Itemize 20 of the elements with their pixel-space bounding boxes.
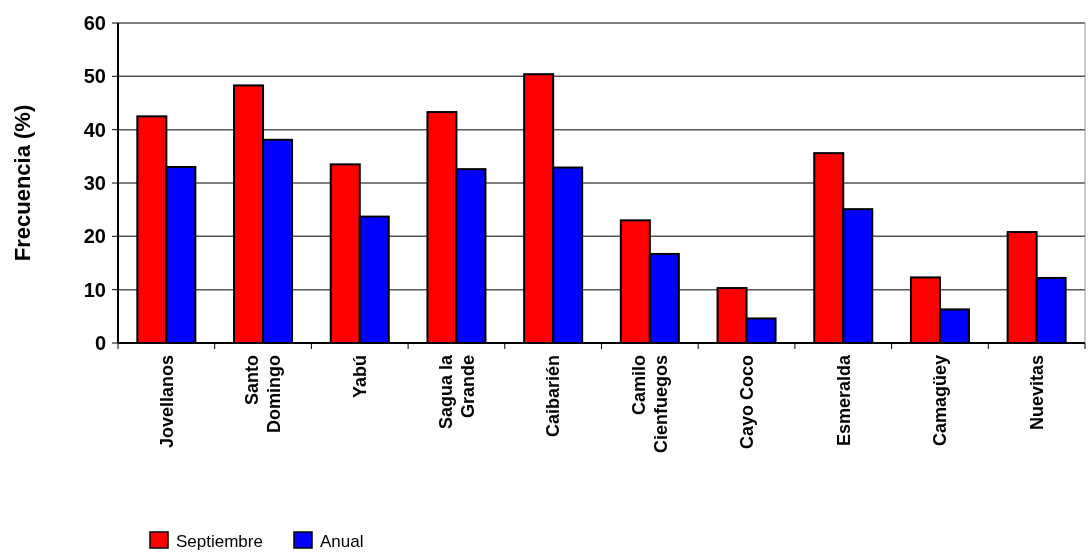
x-tick-label: Yabú bbox=[350, 355, 371, 399]
legend-label: Septiembre bbox=[176, 531, 263, 551]
y-tick-label: 30 bbox=[83, 172, 106, 194]
x-tick-label: Camilo Cienfuegos bbox=[629, 355, 672, 454]
y-tick-label: 20 bbox=[83, 225, 106, 248]
x-tick-label: Santo Domingo bbox=[242, 355, 285, 433]
y-tick-label: 40 bbox=[83, 118, 106, 141]
x-tick-label: Esmeralda bbox=[833, 354, 854, 447]
x-tick-label: Camagüey bbox=[930, 355, 951, 447]
y-tick-label: 10 bbox=[83, 278, 106, 301]
x-tick-label: Nuevitas bbox=[1026, 355, 1047, 431]
y-axis-title: Frecuencia (%) bbox=[10, 104, 35, 262]
x-tick-label: Jovellanos bbox=[156, 355, 177, 449]
y-tick-label: 0 bbox=[94, 332, 106, 354]
x-tick-label: Cayo Coco bbox=[736, 355, 757, 450]
y-tick-label: 50 bbox=[83, 65, 106, 88]
x-tick-label: Sagua la Grande bbox=[435, 354, 478, 430]
legend-label: Anual bbox=[320, 531, 364, 551]
x-tick-label: Caibarién bbox=[543, 355, 564, 438]
y-tick-label: 60 bbox=[83, 12, 106, 34]
